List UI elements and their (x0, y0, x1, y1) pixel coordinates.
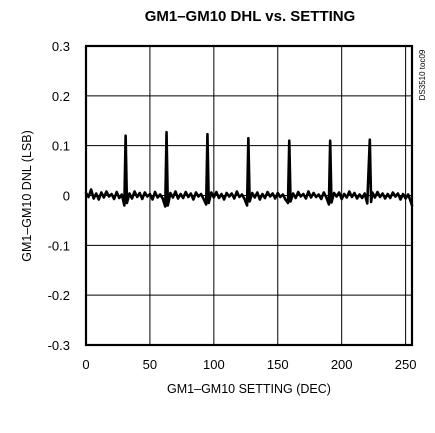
data-layer (84, 130, 414, 208)
y-tick-label: 0.3 (52, 39, 70, 54)
tick-labels: 0 50 100 150 200 250 0.3 0.2 0.1 0 -0.1 -0.2 -0.3 (48, 39, 417, 372)
y-axis-label: GM1–GM10 DNL (LSB) (20, 130, 34, 262)
x-tick-label: 250 (395, 357, 417, 372)
y-tick-label: 0.1 (52, 139, 70, 154)
y-tick-label: 0.2 (52, 89, 70, 104)
y-tick-label: 0 (63, 189, 70, 204)
grid (86, 46, 412, 345)
x-tick-label: 0 (82, 357, 89, 372)
figure-code: DS3510 toc09 (418, 49, 427, 100)
y-tick-label: -0.3 (48, 338, 70, 353)
x-axis-label: GM1–GM10 SETTING (DEC) (167, 382, 331, 396)
x-tick-label: 100 (203, 357, 225, 372)
y-tick-label: -0.2 (48, 288, 70, 303)
y-tick-label: -0.1 (48, 238, 70, 253)
x-tick-label: 200 (331, 357, 353, 372)
chart-title: GM1–GM10 DHL vs. SETTING (145, 8, 356, 25)
x-tick-label: 150 (267, 357, 289, 372)
plot-frame (84, 44, 414, 347)
x-tick-label: 50 (143, 357, 157, 372)
series-line-0 (84, 130, 414, 208)
